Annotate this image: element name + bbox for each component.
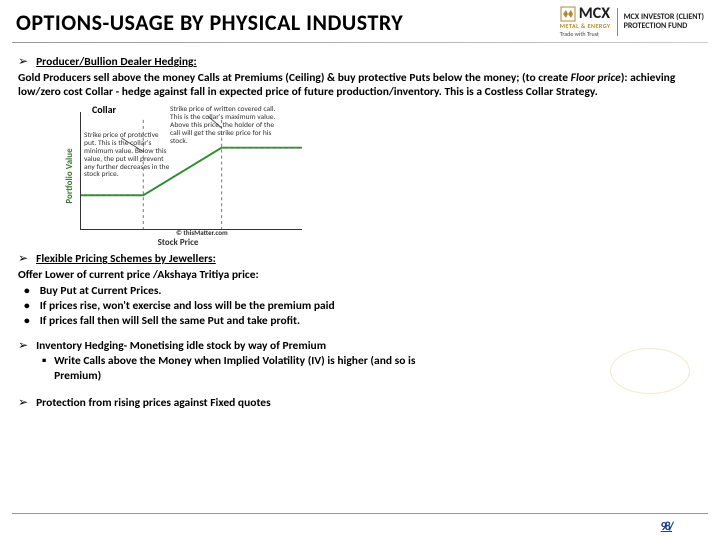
- slide-header: OPTIONS-USAGE BY PHYSICAL INDUSTRY MCX M…: [0, 0, 720, 40]
- section-1: ➢ Producer/Bullion Dealer Hedging:: [18, 55, 702, 71]
- faint-oval-mark: [610, 348, 690, 394]
- bullet-icon: •: [24, 299, 30, 314]
- bullet-text: If prices rise, won't exercise and loss …: [40, 299, 335, 314]
- section-4: ➢ Protection from rising prices against …: [18, 396, 702, 412]
- section-2: ➢ Flexible Pricing Schemes by Jewellers:: [18, 252, 702, 268]
- section-2-intro: Offer Lower of current price /Akshaya Tr…: [18, 268, 702, 283]
- section-2-title: Flexible Pricing Schemes by Jewellers:: [36, 252, 216, 266]
- section-1-body: Gold Producers sell above the money Call…: [18, 71, 702, 100]
- section-2-bullets: • Buy Put at Current Prices. • If prices r…: [24, 284, 702, 328]
- brand-logo-block: MCX METAL & ENERGY Trade with Trust MCX …: [560, 6, 704, 38]
- arrow-icon: ➢: [18, 339, 28, 355]
- logo-left: MCX METAL & ENERGY Trade with Trust: [560, 6, 611, 38]
- logo-text: MCX: [579, 6, 610, 22]
- list-item: • If prices fall then will Sell the same …: [24, 314, 702, 329]
- header-rule: [12, 42, 708, 43]
- logo-main: MCX: [560, 6, 611, 22]
- section-3-sub-text: Write Calls above the Money when Implied…: [54, 354, 434, 383]
- chart-y-axis-label: Portfolio Value: [64, 148, 76, 203]
- bullet-text: Buy Put at Current Prices.: [40, 284, 162, 299]
- section-4-title: Protection from rising prices against Fi…: [36, 396, 271, 412]
- section-2-title-wrap: Flexible Pricing Schemes by Jewellers:: [36, 252, 216, 268]
- footer-rule: [12, 513, 708, 514]
- logo-divider: [617, 8, 618, 36]
- arrow-icon: ➢: [18, 396, 28, 412]
- chart-attribution: © thisMatter.com: [176, 229, 228, 238]
- slide-body: ➢ Producer/Bullion Dealer Hedging: Gold …: [0, 49, 720, 411]
- section-3: ➢ Inventory Hedging- Monetising idle sto…: [18, 339, 702, 355]
- logo-mark-icon: [560, 6, 576, 22]
- collar-chart: Portfolio Value Stock Price Collar Strik…: [48, 106, 308, 246]
- section-3-title: Inventory Hedging- Monetising idle stock…: [36, 339, 326, 355]
- section-1-body-ital: Floor price: [571, 71, 621, 85]
- list-item: • If prices rise, won't exercise and loss…: [24, 299, 702, 314]
- section-1-title: Producer/Bullion Dealer Hedging:: [36, 55, 197, 69]
- arrow-icon: ➢: [18, 252, 28, 268]
- page-title: OPTIONS-USAGE BY PHYSICAL INDUSTRY: [16, 9, 403, 36]
- bullet-icon: •: [24, 284, 30, 299]
- chart-x-axis-label: Stock Price: [158, 237, 199, 249]
- logo-tagline: Trade with Trust: [560, 30, 611, 38]
- chart-put-annotation: Strike price of protective put. This is …: [84, 132, 172, 179]
- bullet-icon: •: [24, 314, 30, 329]
- page-number: 98/: [661, 520, 672, 534]
- section-3-sub: ▪ Write Calls above the Money when Impli…: [42, 354, 702, 383]
- logo-right-l2: PROTECTION FUND: [624, 22, 704, 31]
- section-1-title-wrap: Producer/Bullion Dealer Hedging:: [36, 55, 197, 71]
- section-1-body-a: Gold Producers sell above the money Call…: [18, 71, 571, 85]
- arrow-icon: ➢: [18, 55, 28, 71]
- logo-subtext: METAL & ENERGY: [560, 22, 611, 30]
- logo-right: MCX INVESTOR (CLIENT) PROTECTION FUND: [624, 13, 704, 31]
- bullet-text: If prices fall then will Sell the same P…: [40, 314, 300, 329]
- chart-call-annotation: Strike price of written covered call. Th…: [170, 106, 280, 145]
- list-item: • Buy Put at Current Prices.: [24, 284, 702, 299]
- square-bullet-icon: ▪: [42, 354, 46, 383]
